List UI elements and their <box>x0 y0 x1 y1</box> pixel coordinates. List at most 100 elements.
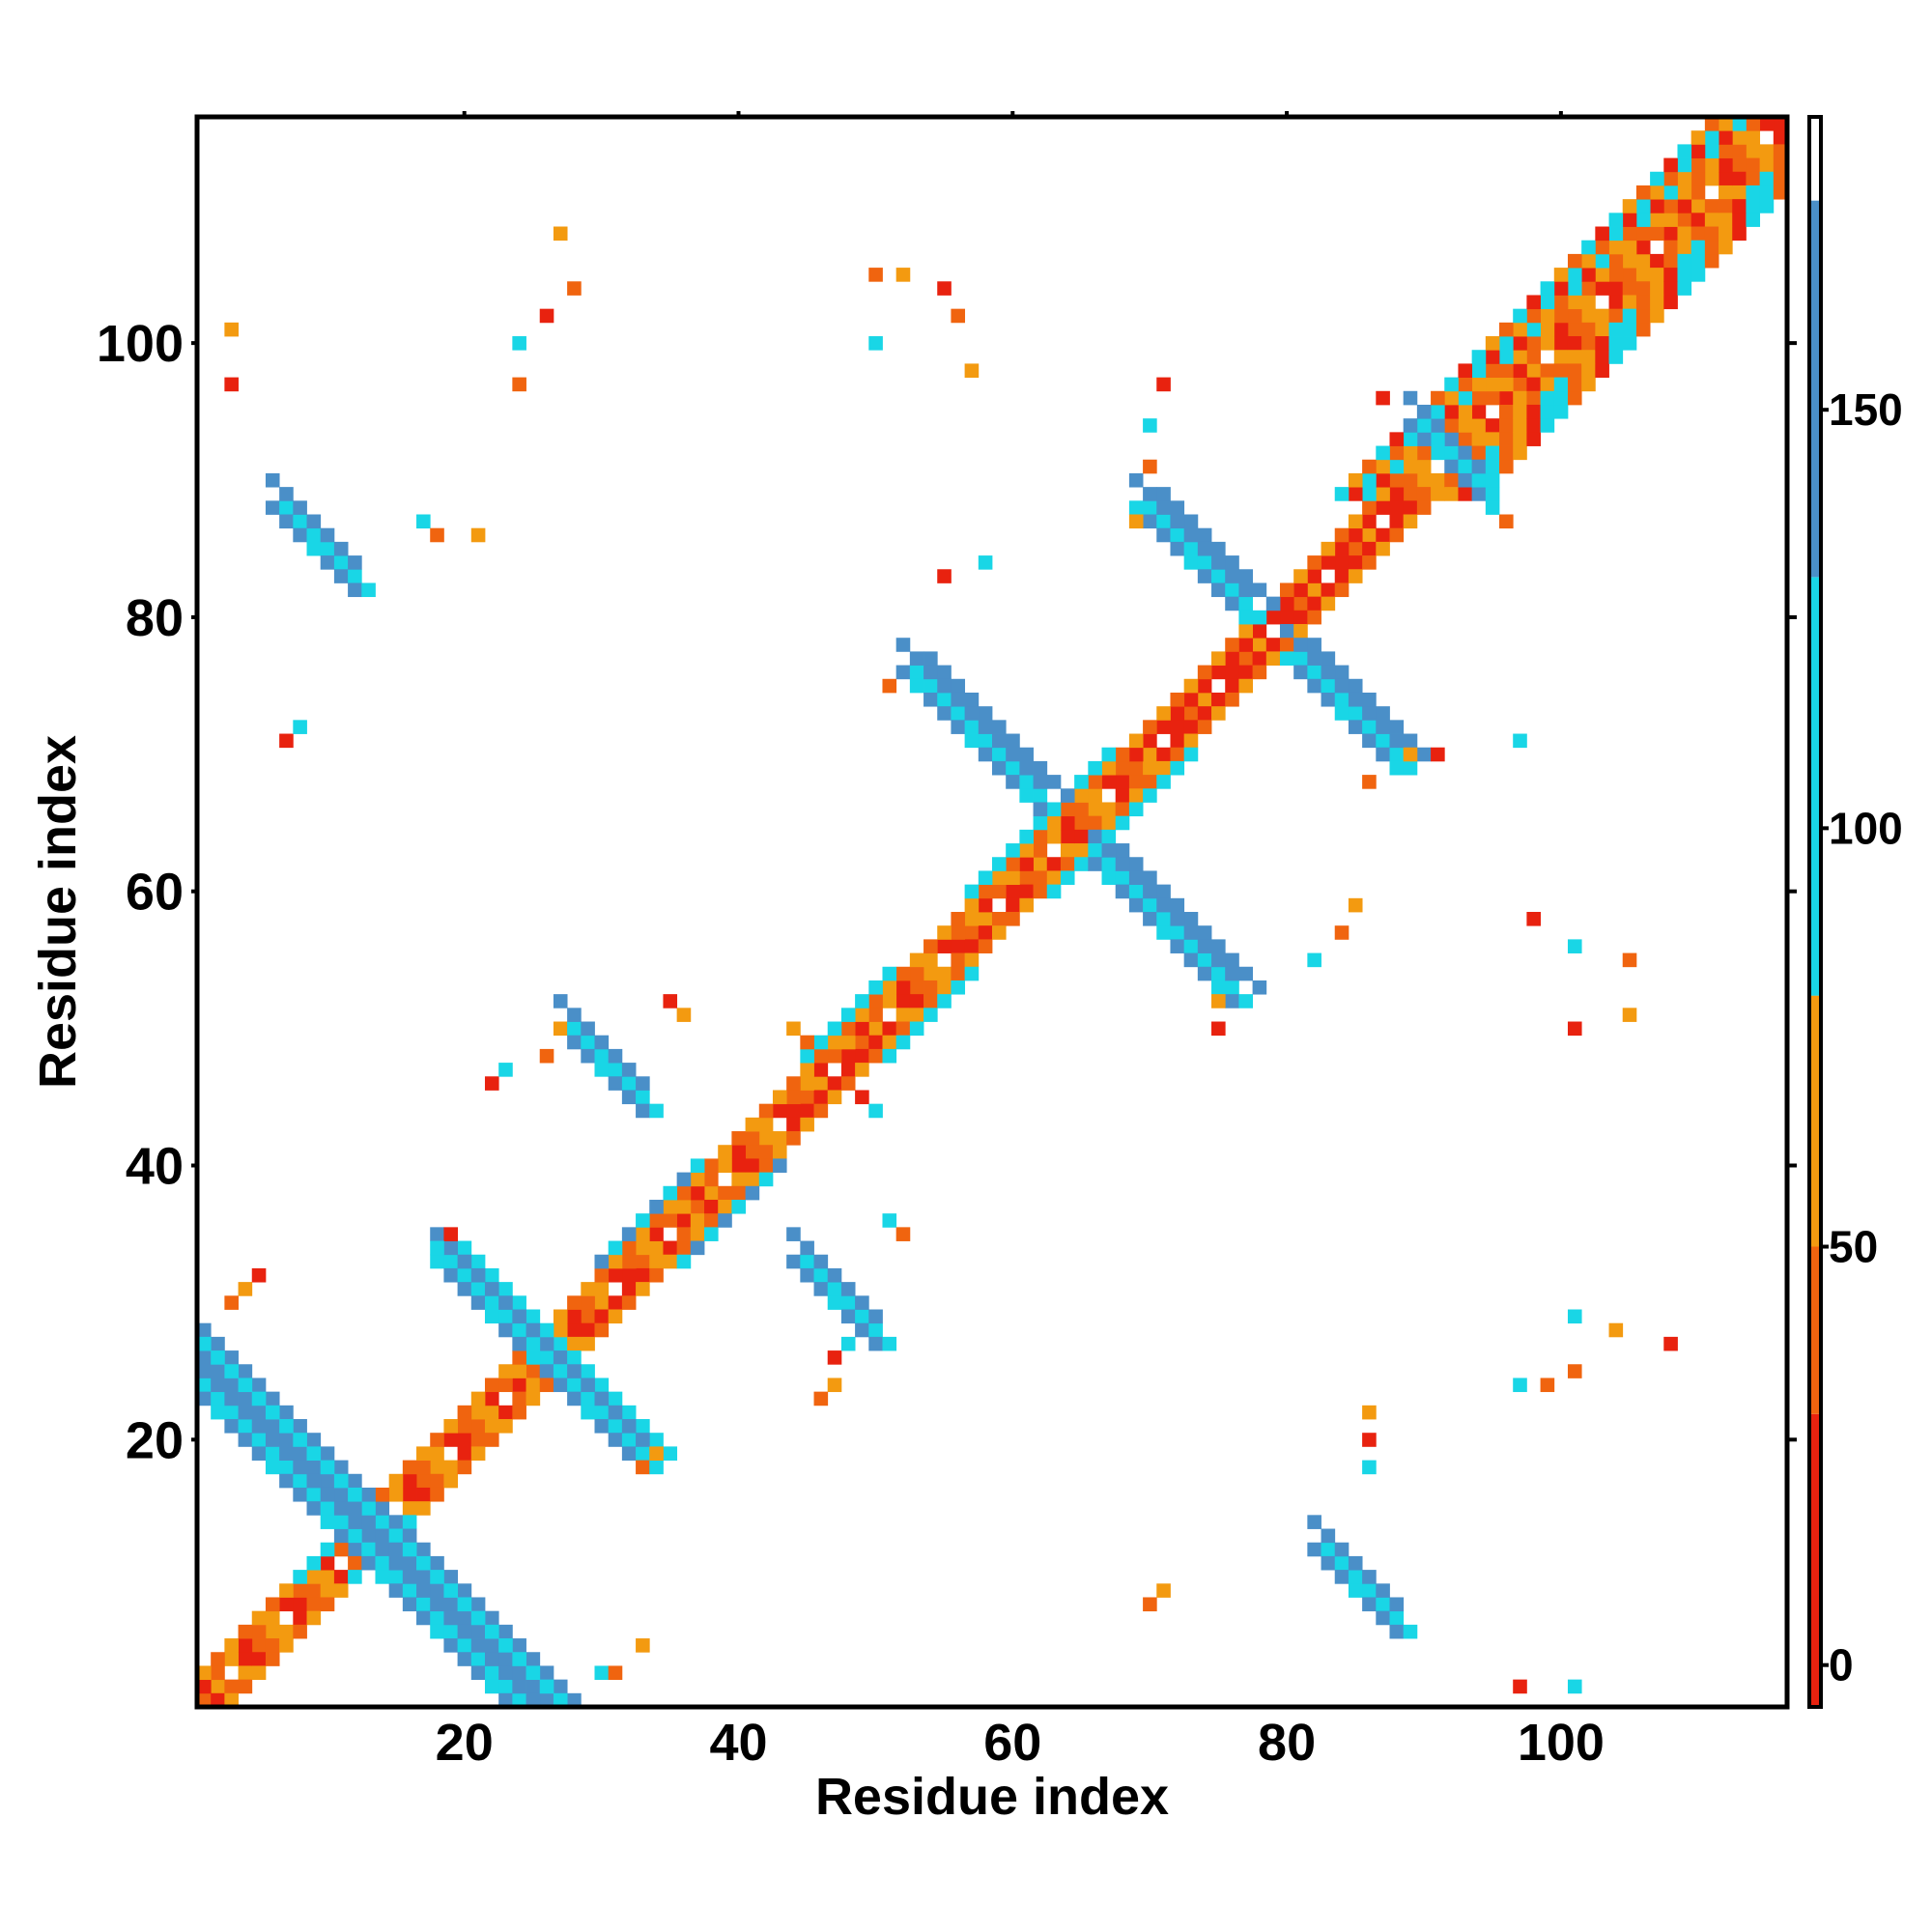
heatmap-cell <box>827 1378 842 1393</box>
heatmap-cell <box>731 1131 746 1146</box>
heatmap-cell <box>1348 472 1363 488</box>
heatmap-cell <box>1006 843 1020 858</box>
heatmap-cell <box>333 555 349 570</box>
heatmap-cell <box>868 1336 883 1351</box>
heatmap-cell <box>443 1240 458 1256</box>
heatmap-cell <box>868 994 883 1009</box>
heatmap-cell <box>1033 815 1048 831</box>
heatmap-cell <box>1183 555 1199 570</box>
colorbar-segment <box>1809 1246 1821 1414</box>
heatmap-cell <box>484 1267 499 1283</box>
heatmap-cell <box>704 1227 719 1241</box>
heatmap-cell <box>306 1610 322 1626</box>
heatmap-cell <box>1663 226 1678 242</box>
heatmap-cell <box>457 1652 472 1666</box>
heatmap-cell <box>1060 857 1075 871</box>
heatmap-cell <box>1156 527 1171 543</box>
heatmap-cell <box>293 514 307 529</box>
heatmap-cell <box>457 1610 472 1626</box>
heatmap-cell <box>895 994 911 1009</box>
heatmap-cell <box>581 1295 595 1310</box>
heatmap-cell <box>1238 569 1253 583</box>
heatmap-cell <box>663 1185 678 1201</box>
heatmap-cell <box>1513 432 1527 446</box>
heatmap-cell <box>1567 308 1582 324</box>
heatmap-cell <box>827 1350 842 1365</box>
heatmap-cell <box>1307 555 1321 570</box>
heatmap-cell <box>375 1528 390 1544</box>
heatmap-cell <box>813 1282 829 1296</box>
heatmap-cell <box>1252 980 1267 995</box>
heatmap-cell <box>1074 857 1089 871</box>
heatmap-cell <box>868 1309 883 1324</box>
heatmap-cell <box>526 1309 541 1324</box>
heatmap-cell <box>1156 884 1171 899</box>
heatmap-cell <box>306 1555 322 1571</box>
heatmap-cell <box>1334 487 1350 501</box>
heatmap-cell <box>224 1638 239 1653</box>
heatmap-cell <box>731 1145 746 1159</box>
heatmap-cell <box>1348 541 1363 556</box>
heatmap-cell <box>1540 377 1555 392</box>
heatmap-cell <box>361 582 376 598</box>
heatmap-cell <box>608 1405 623 1420</box>
heatmap-cell <box>1431 487 1445 501</box>
x-tick-label: 80 <box>1258 1714 1316 1772</box>
heatmap-cell <box>251 1405 267 1420</box>
heatmap-cell <box>1759 144 1775 158</box>
heatmap-cell <box>1225 638 1239 652</box>
heatmap-cell <box>1046 815 1062 831</box>
heatmap-cell <box>388 1515 404 1529</box>
heatmap-cell <box>1088 815 1102 831</box>
heatmap-cell <box>1732 185 1747 200</box>
y-tick-label: 40 <box>126 1138 184 1196</box>
colorbar-tick-label: 100 <box>1829 803 1903 853</box>
heatmap-cell <box>813 1076 829 1091</box>
heatmap-cell <box>1471 377 1487 392</box>
heatmap-cell <box>840 1282 856 1296</box>
heatmap-cell <box>1595 322 1609 337</box>
heatmap-cell <box>1635 322 1651 337</box>
heatmap-cell <box>895 980 911 995</box>
heatmap-cell <box>1635 213 1651 227</box>
heatmap-cell <box>1553 377 1569 392</box>
heatmap-cell <box>1376 733 1390 749</box>
heatmap-cell <box>1348 514 1363 529</box>
heatmap-cell <box>937 692 952 707</box>
heatmap-cell <box>484 1309 499 1324</box>
heatmap-cell <box>1115 843 1130 858</box>
heatmap-cell <box>581 1391 595 1406</box>
heatmap-cell <box>649 1240 664 1256</box>
heatmap-cell <box>758 1103 774 1119</box>
heatmap-cell <box>361 1555 376 1571</box>
x-axis-title: Residue index <box>815 1768 1169 1826</box>
heatmap-cell <box>388 1528 404 1544</box>
heatmap-cell <box>1334 527 1350 543</box>
heatmap-cell <box>1156 720 1171 734</box>
y-axis-title: Residue index <box>29 735 87 1089</box>
heatmap-cell <box>1183 706 1199 721</box>
x-tick-label: 100 <box>1518 1714 1605 1772</box>
heatmap-cell <box>498 1638 513 1653</box>
heatmap-cell <box>1088 775 1102 789</box>
heatmap-cell <box>1143 733 1157 749</box>
heatmap-cell <box>1416 445 1432 461</box>
heatmap-cell <box>1170 897 1185 913</box>
heatmap-cell <box>484 1610 499 1626</box>
heatmap-cell <box>333 1515 349 1529</box>
heatmap-cell <box>484 1282 499 1296</box>
heatmap-cell <box>1225 596 1239 611</box>
heatmap-cell <box>1183 514 1199 529</box>
heatmap-cell <box>402 1460 417 1475</box>
heatmap-cell <box>1389 733 1405 749</box>
heatmap-cell <box>443 1638 458 1653</box>
heatmap-cell <box>1677 144 1692 158</box>
heatmap-cell <box>1567 1021 1582 1037</box>
heatmap-cell <box>1431 404 1445 419</box>
heatmap-cell <box>402 1555 417 1571</box>
heatmap-cell <box>251 1446 267 1461</box>
heatmap-cell <box>430 1446 444 1461</box>
heatmap-cell <box>1307 569 1321 583</box>
heatmap-cell <box>1376 1610 1390 1626</box>
heatmap-cell <box>457 1405 472 1420</box>
